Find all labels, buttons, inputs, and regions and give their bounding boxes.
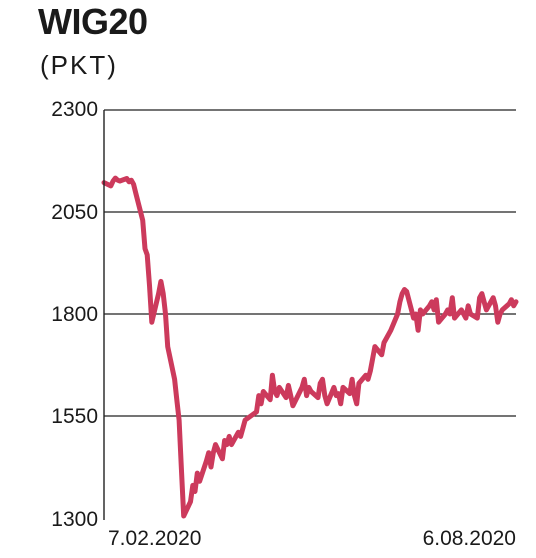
chart-subtitle: (PKT) xyxy=(40,50,118,80)
y-tick-labels: 2300 2050 1800 1550 1300 xyxy=(51,98,98,531)
y-tick-label: 2300 xyxy=(51,98,98,121)
y-tick-label: 2050 xyxy=(51,201,98,224)
wig20-series-line xyxy=(101,175,519,519)
series-layer xyxy=(101,175,519,519)
y-tick-label: 1800 xyxy=(51,303,98,326)
x-tick-label-start: 7.02.2020 xyxy=(108,527,201,550)
grid-layer xyxy=(104,109,516,417)
x-tick-labels: 7.02.2020 6.08.2020 xyxy=(108,527,516,550)
y-tick-label: 1550 xyxy=(51,405,98,428)
chart-title: WIG20 xyxy=(38,1,148,42)
x-tick-label-end: 6.08.2020 xyxy=(423,527,516,550)
y-tick-label: 1300 xyxy=(51,508,98,531)
